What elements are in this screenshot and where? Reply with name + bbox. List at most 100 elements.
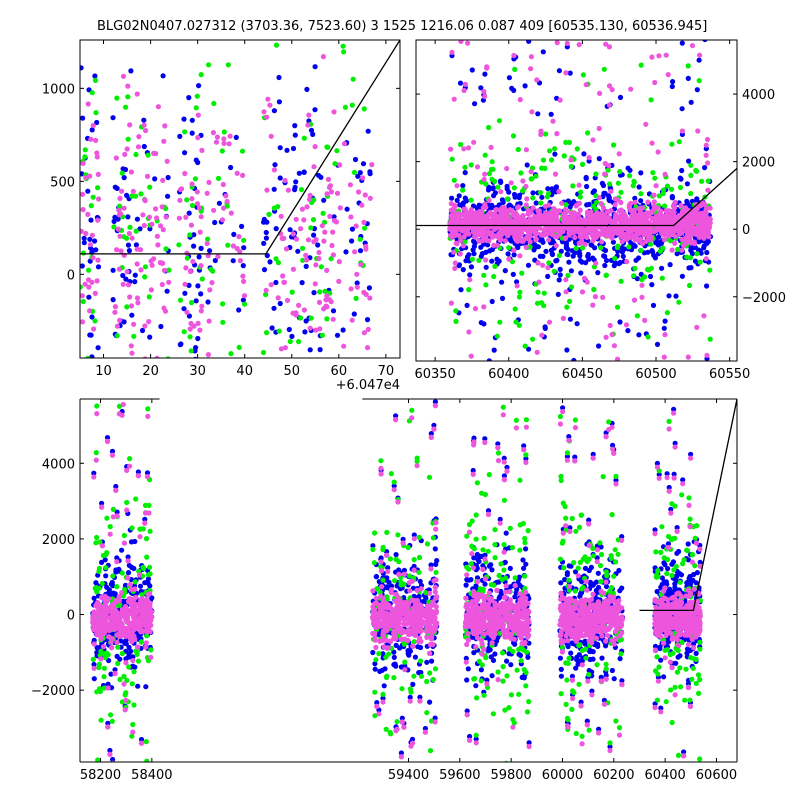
point [161,138,167,144]
point [632,243,638,249]
point [669,83,675,90]
point [129,312,135,318]
point [584,234,590,240]
point [429,658,435,664]
point [189,202,196,209]
point [478,85,484,91]
point [128,539,135,545]
point [192,176,198,182]
x-tick-label: 10 [95,364,112,379]
point [177,197,183,203]
point [703,206,709,212]
point [704,136,711,143]
point [214,134,220,140]
point [89,279,95,285]
point [572,569,579,575]
point [461,146,467,152]
point [581,151,587,157]
point [275,260,281,266]
point [299,206,305,212]
point [324,144,330,150]
point [261,267,268,273]
point [85,188,91,194]
point [145,580,151,586]
point [631,297,638,303]
point [263,291,269,298]
point [221,129,227,135]
point [137,226,143,232]
point [491,193,497,199]
point [331,214,337,220]
point [702,165,708,171]
point [138,191,144,197]
point [649,248,655,254]
point [176,215,182,221]
point [671,471,677,477]
point [83,230,89,237]
point [147,334,153,340]
point [225,62,231,68]
point [517,97,523,103]
point [331,109,337,115]
point [570,226,577,232]
point [514,283,520,289]
point [526,231,532,237]
point [330,308,337,314]
point [680,477,686,483]
point [241,293,248,299]
point [86,267,92,273]
point [619,585,625,591]
point [555,291,561,297]
point [333,219,339,225]
point [691,785,696,790]
point [393,552,399,558]
point [80,65,84,71]
point [519,411,524,416]
point [283,246,290,252]
point [564,304,570,310]
point [236,234,242,240]
point [317,326,323,332]
point [601,66,607,72]
point [324,267,330,273]
point [228,351,234,357]
point [153,206,159,212]
point [502,559,508,565]
point [456,263,462,269]
point [652,79,658,86]
point [145,572,152,578]
point [624,413,629,418]
point [567,298,573,304]
point [300,257,306,263]
point [453,213,459,219]
point [676,299,682,305]
point [602,408,607,413]
point [602,262,608,269]
point [165,193,171,199]
point [120,281,126,287]
point [609,332,615,338]
point [476,257,482,263]
point [95,257,101,263]
point [603,643,609,649]
point [614,244,620,251]
point [159,260,165,266]
point [448,146,454,152]
point [664,219,670,225]
point [662,171,668,177]
point [540,157,547,163]
point [702,40,708,43]
point [699,178,705,184]
point [391,483,397,489]
point [678,176,684,182]
point [577,253,583,259]
point [485,508,492,514]
point [213,139,220,145]
point [538,300,545,306]
point [584,718,590,724]
point [611,142,617,148]
point [163,246,169,252]
point [556,277,562,283]
point [651,192,657,198]
point [672,440,678,446]
